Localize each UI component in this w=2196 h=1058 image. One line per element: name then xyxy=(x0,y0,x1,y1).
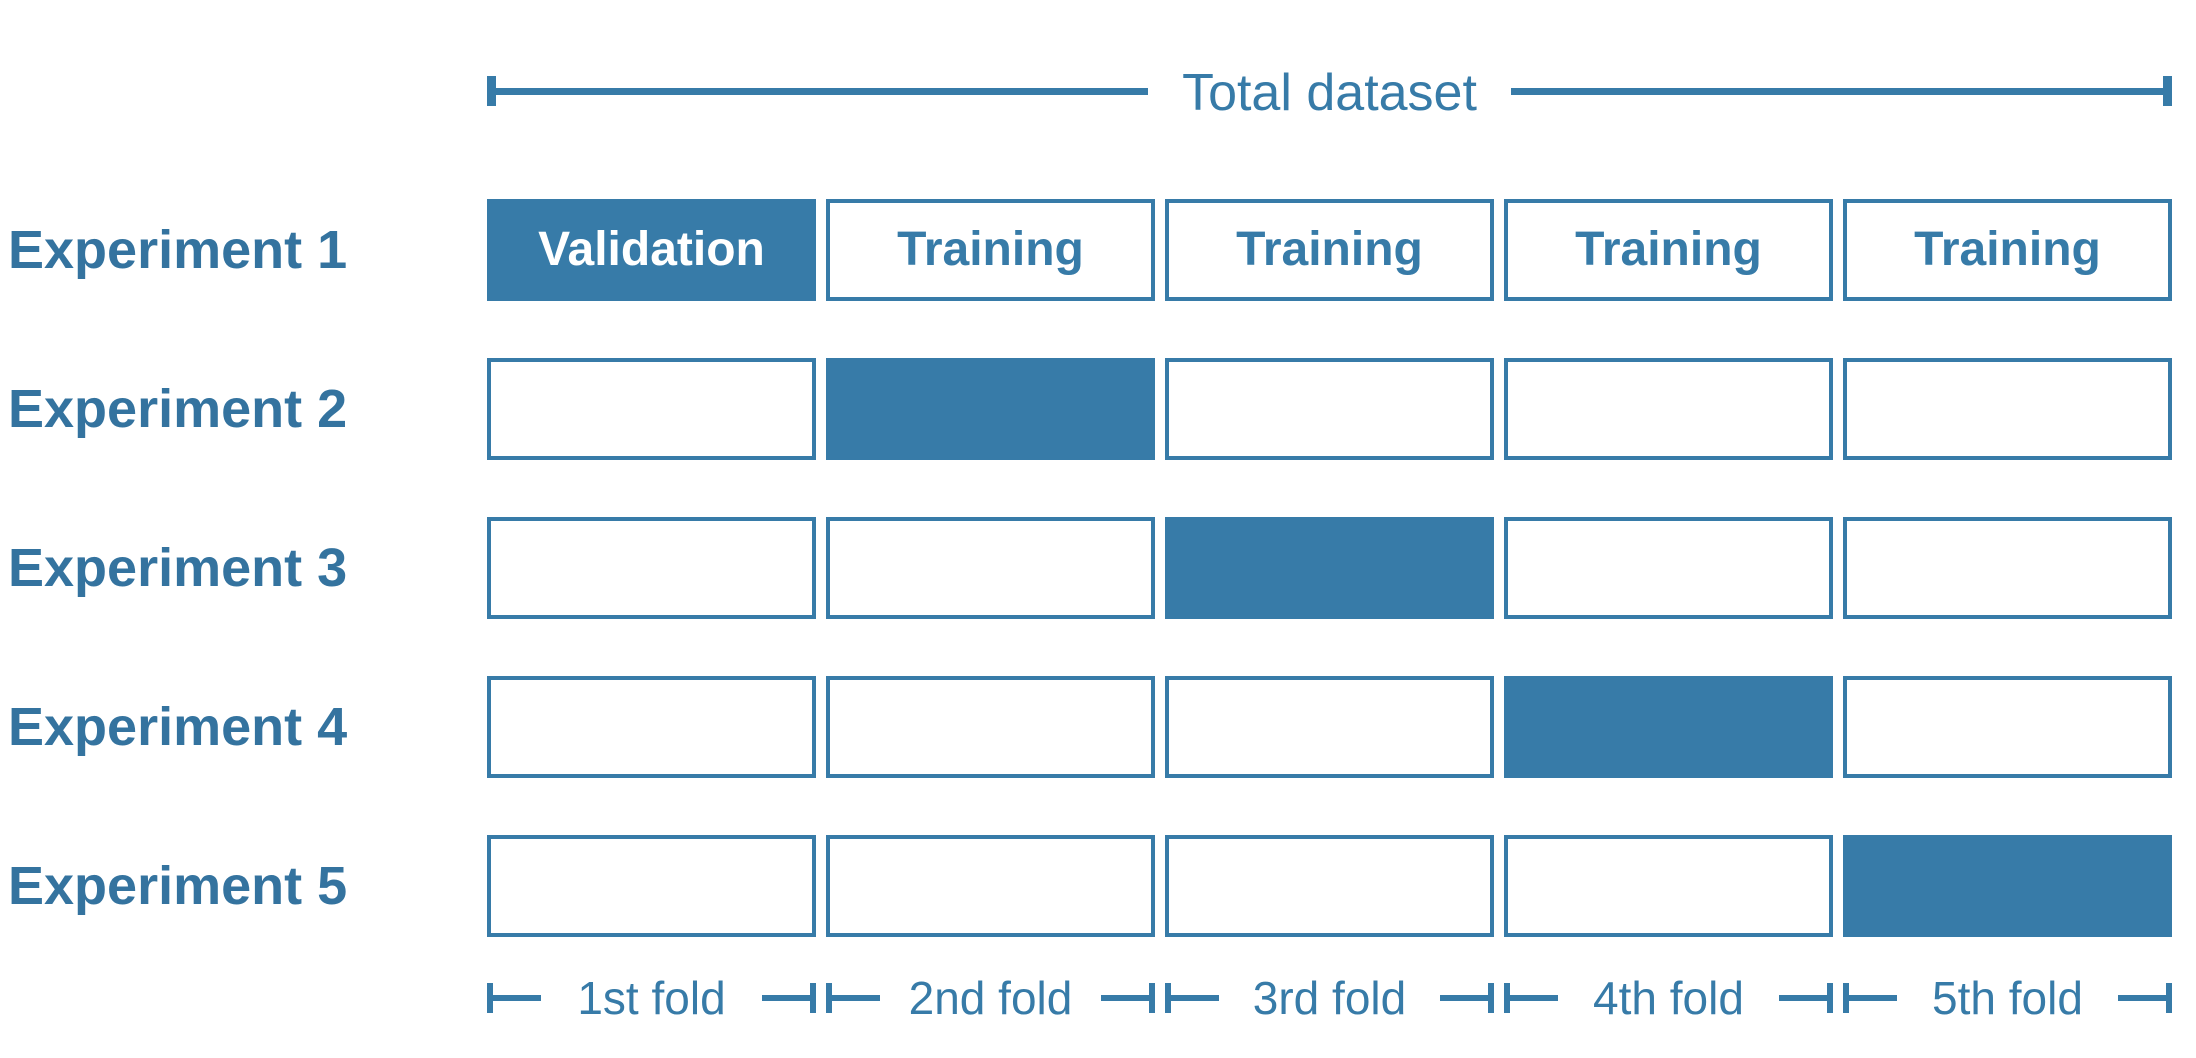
fold-cell-validation xyxy=(1165,517,1494,619)
fold-axis-label: 4th fold xyxy=(1504,972,1833,1024)
total-dataset-bracket: Total dataset xyxy=(487,67,2172,119)
fold-cell: Training xyxy=(826,199,1155,301)
cell-label: Training xyxy=(1575,223,1762,276)
fold-cell xyxy=(487,835,816,937)
fold-cell xyxy=(826,676,1155,778)
fold-cell xyxy=(487,676,816,778)
bracket-left-line xyxy=(496,87,1149,95)
fold-right-endcap-icon xyxy=(2118,983,2172,1013)
experiment-row xyxy=(487,676,2172,778)
fold-cell-validation xyxy=(1843,835,2172,937)
experiment-label: Experiment 2 xyxy=(8,379,348,439)
fold-cell-validation xyxy=(826,358,1155,460)
cell-label: Training xyxy=(1914,223,2101,276)
fold-cell-validation: Validation xyxy=(487,199,816,301)
experiment-row xyxy=(487,358,2172,460)
fold-axis: 1st fold 2nd fold 3rd fold 4th fold 5th … xyxy=(487,972,2172,1024)
fold-cell xyxy=(487,358,816,460)
fold-right-endcap-icon xyxy=(1779,983,1833,1013)
bracket-right-tick-icon xyxy=(2163,76,2172,106)
fold-cell xyxy=(1165,676,1494,778)
fold-axis-label: 1st fold xyxy=(487,972,816,1024)
fold-label: 2nd fold xyxy=(908,972,1073,1024)
fold-right-endcap-icon xyxy=(762,983,816,1013)
bracket-right-line xyxy=(1510,87,2163,95)
fold-cell xyxy=(1843,676,2172,778)
fold-cell xyxy=(1843,358,2172,460)
fold-cell: Training xyxy=(1165,199,1494,301)
fold-cell xyxy=(1504,835,1833,937)
fold-right-endcap-icon xyxy=(1101,983,1155,1013)
fold-left-endcap-icon xyxy=(826,983,880,1013)
fold-label: 5th fold xyxy=(1932,972,2083,1024)
experiment-label: Experiment 1 xyxy=(8,220,348,280)
fold-axis-label: 5th fold xyxy=(1843,972,2172,1024)
experiment-row: Validation Training Training Training Tr… xyxy=(487,199,2172,301)
fold-right-endcap-icon xyxy=(1440,983,1494,1013)
fold-label: 3rd fold xyxy=(1252,972,1407,1024)
fold-left-endcap-icon xyxy=(487,983,541,1013)
fold-cell: Training xyxy=(1843,199,2172,301)
fold-cell-validation xyxy=(1504,676,1833,778)
fold-cell xyxy=(826,835,1155,937)
experiment-label: Experiment 4 xyxy=(8,697,348,757)
fold-cell xyxy=(1165,358,1494,460)
experiment-label: Experiment 5 xyxy=(8,856,348,916)
fold-cell xyxy=(487,517,816,619)
fold-cell: Training xyxy=(1504,199,1833,301)
experiment-label: Experiment 3 xyxy=(8,538,348,598)
cell-label: Training xyxy=(897,223,1084,276)
cell-label: Training xyxy=(1236,223,1423,276)
experiment-row xyxy=(487,517,2172,619)
fold-left-endcap-icon xyxy=(1165,983,1219,1013)
fold-axis-label: 2nd fold xyxy=(826,972,1155,1024)
fold-left-endcap-icon xyxy=(1843,983,1897,1013)
fold-axis-label: 3rd fold xyxy=(1165,972,1494,1024)
bracket-left-tick-icon xyxy=(487,76,496,106)
fold-cell xyxy=(1504,517,1833,619)
fold-left-endcap-icon xyxy=(1504,983,1558,1013)
total-dataset-label: Total dataset xyxy=(1182,64,1477,122)
experiment-row xyxy=(487,835,2172,937)
fold-cell xyxy=(826,517,1155,619)
fold-label: 1st fold xyxy=(577,972,726,1024)
fold-cell xyxy=(1504,358,1833,460)
fold-label: 4th fold xyxy=(1593,972,1744,1024)
fold-cell xyxy=(1843,517,2172,619)
fold-cell xyxy=(1165,835,1494,937)
cell-label: Validation xyxy=(538,223,765,276)
